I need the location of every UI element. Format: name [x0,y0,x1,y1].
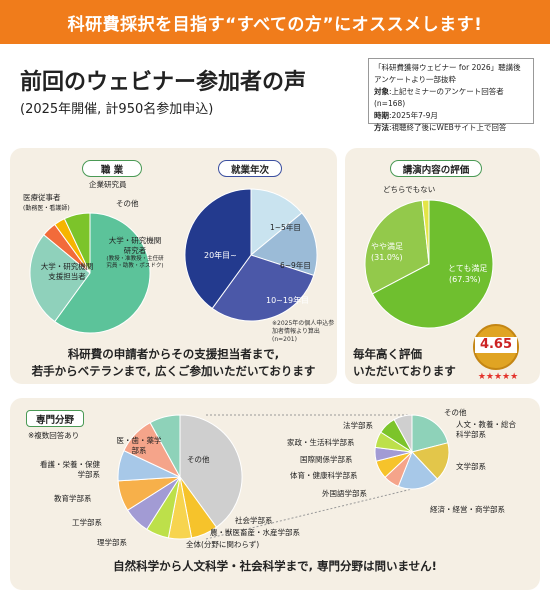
occupation-heading: 職 業 [82,160,142,177]
field-right-label-family: 家政・生活科学部系 [287,437,355,447]
survey-period-row: 時期:2025年7-9月 [374,110,528,122]
field-caption: 自然科学から人文科学・社会科学まで, 専門分野は問いません! [113,559,437,573]
field-right-slice-2 [397,451,439,490]
banner-text: 科研費採択を目指す“すべての方”にオススメします! [67,14,483,35]
survey-period: :2025年7-9月 [389,111,438,120]
field-pie-charts: 医・歯・薬学部系 その他 看護・栄養・保健学部系 教育学部系 工学部系 理学部系… [40,407,516,549]
yrs-label-3: 10~19年目 [266,295,309,305]
yrs-label-2: 6~9年目 [280,260,311,270]
years-slice-1 [249,212,318,277]
field-label-medical: 医・歯・薬学部系 [116,436,162,455]
field-label-general: 全体(分野に関わらず) [186,539,259,549]
field-panel: 専門分野 ※複数回答あり 医・歯・薬学部系 その他 看護・栄養・保健学部系 教育… [10,398,540,590]
survey-period-label: 時期 [374,111,389,120]
evaluation-slice-2 [421,199,430,265]
field-left-slice-8 [149,414,181,478]
field-right-label-economics: 経済・経営・商学部系 [430,504,505,514]
survey-method-row: 方法:視聴終了後にWEBサイト上で回答 [374,122,528,134]
survey-subject-label: 対象 [374,87,389,96]
page-title: 前回のウェビナー参加者の声 [20,70,307,95]
survey-name: 「科研費獲得ウェビナー for 2026」聴講後アンケートより一部抜粋 [374,63,521,84]
survey-subject: :上記セミナーのアンケート回答者 (n=168) [374,87,504,108]
field-label-engineering: 工学部系 [72,517,102,527]
field-heading: 専門分野 [26,410,84,427]
occupation-slice-0 [54,212,151,334]
occupation-pie-chart: 企業研究員 医療従事者 (勤務医・看護師) その他 大学・研究機関支援担当者 大… [23,179,164,334]
evaluation-slice-0 [371,199,494,329]
field-left-slice-0 [179,414,243,528]
score-badge: 4.65 [473,324,519,370]
field-right-label-sports: 体育・健康科学部系 [290,470,358,480]
years-note: ※2025年の個人申込参加者情報より算出(n=201) [272,320,335,343]
eval-label-very-pct: (67.3%) [449,275,481,284]
years-pie-chart: 1~5年目 6~9年目 10~19年目 20年目~ [184,188,318,322]
eval-label-neutral: どちらでもない [383,185,435,194]
survey-info-box: 「科研費獲得ウェビナー for 2026」聴講後アンケートより一部抜粋 対象:上… [368,58,534,132]
occ-label-support: 大学・研究機関支援担当者 [40,262,94,281]
occ-label-company: 企業研究員 [89,179,127,189]
eval-label-somewhat-pct: (31.0%) [371,253,403,262]
occupation-slice-1 [29,234,91,323]
field-right-label-humanities: 人文・教養・総合科学部系 [456,420,516,439]
field-right-label-intl: 国際関係学部系 [300,454,353,464]
occ-label-other: その他 [116,198,139,208]
eval-label-very: とても満足 [448,264,487,273]
evaluation-caption-line2: いただいております [353,364,456,378]
evaluation-caption: 毎年高く評価 いただいております [353,346,463,380]
field-right-label-other: その他 [444,407,467,417]
occ-label-researcher: 大学・研究機関研究者 [108,236,162,255]
years-slice-0 [250,188,303,257]
yrs-label-1: 1~5年目 [270,222,301,232]
connector-bottom [205,488,413,540]
eval-label-somewhat: やや満足 [371,242,403,251]
years-slice-2 [211,254,315,322]
evaluation-pie-chart: どちらでもない やや満足 (31.0%) とても満足 (67.3%) [364,185,494,329]
survey-method-label: 方法 [374,123,389,132]
star-rating-icon: ★★★★★ [477,372,519,382]
field-label-science: 理学部系 [97,537,127,547]
top-banner: 科研費採択を目指す“すべての方”にオススメします! [0,0,550,44]
occ-label-medical: 医療従事者 [23,192,61,202]
participants-caption-line1: 科研費の申請者からその支援担当者まで, [67,347,280,361]
field-label-education: 教育学部系 [54,493,92,503]
field-label-agri: 農・獣医畜産・水産学部系 [210,527,300,537]
field-label-other: その他 [187,454,210,464]
evaluation-panel: 講演内容の評価 どちらでもない やや満足 (31.0%) とても満足 (67.3… [345,148,540,384]
field-right-label-letters: 文学部系 [456,461,486,471]
field-label-social: 社会学部系 [235,515,273,525]
participants-caption: 科研費の申請者からその支援担当者まで, 若手からベテランまで, 広くご参加いただ… [10,346,337,380]
evaluation-heading: 講演内容の評価 [390,160,482,177]
occ-label-medical-sub: (勤務医・看護師) [23,204,70,212]
yrs-label-4: 20年目~ [204,250,237,260]
field-right-label-law: 法学部系 [343,420,373,430]
field-right-slice-8 [393,414,413,453]
survey-subject-row: 対象:上記セミナーのアンケート回答者 (n=168) [374,86,528,110]
evaluation-slice-1 [364,199,430,295]
survey-method: :視聴終了後にWEBサイト上で回答 [389,123,507,132]
page-subtitle: (2025年開催, 計950名参加申込) [20,102,214,117]
field-right-slice-0 [411,414,449,453]
field-note: ※複数回答あり [28,431,80,440]
participants-panel: 職 業 就業年次 企業研究員 医療従事者 (勤務医・看護師) その他 大学・研究… [10,148,337,384]
occupation-slice-4 [63,212,91,274]
score-value: 4.65 [475,337,517,353]
evaluation-caption-line1: 毎年高く評価 [353,347,422,361]
years-heading: 就業年次 [218,160,282,177]
years-slice-3 [184,188,252,310]
field-right-label-foreign: 外国語学部系 [322,488,367,498]
field-label-nursing: 看護・栄養・保健学部系 [40,460,100,479]
participants-caption-line2: 若手からベテランまで, 広くご参加いただいております [31,364,316,378]
occ-label-researcher-sub: (教授・准教授・主任研究員・助教・ポスドク) [106,256,164,269]
